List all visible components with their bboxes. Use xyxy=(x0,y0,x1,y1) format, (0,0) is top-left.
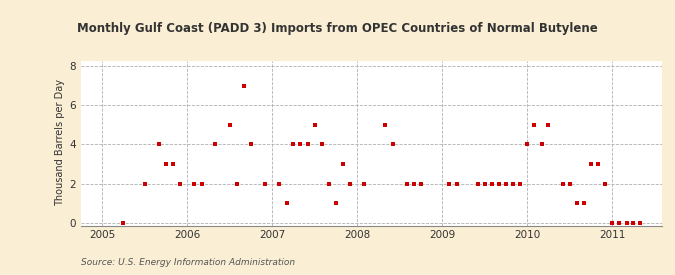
Point xyxy=(452,181,462,186)
Point xyxy=(196,181,207,186)
Point xyxy=(494,181,505,186)
Point xyxy=(571,201,582,205)
Point xyxy=(564,181,575,186)
Point xyxy=(578,201,589,205)
Y-axis label: Thousand Barrels per Day: Thousand Barrels per Day xyxy=(55,79,65,207)
Point xyxy=(621,220,632,225)
Point xyxy=(231,181,242,186)
Point xyxy=(501,181,512,186)
Point xyxy=(188,181,199,186)
Point xyxy=(543,123,554,127)
Point xyxy=(338,162,348,166)
Point xyxy=(210,142,221,147)
Point xyxy=(508,181,518,186)
Point xyxy=(281,201,292,205)
Point xyxy=(387,142,398,147)
Point xyxy=(635,220,646,225)
Point xyxy=(515,181,526,186)
Point xyxy=(380,123,391,127)
Point xyxy=(486,181,497,186)
Point xyxy=(246,142,256,147)
Point xyxy=(558,181,568,186)
Point xyxy=(522,142,533,147)
Point xyxy=(401,181,412,186)
Point xyxy=(628,220,639,225)
Point xyxy=(358,181,369,186)
Point xyxy=(154,142,165,147)
Point xyxy=(273,181,284,186)
Point xyxy=(614,220,624,225)
Point xyxy=(167,162,178,166)
Point xyxy=(302,142,313,147)
Point xyxy=(175,181,186,186)
Point xyxy=(224,123,235,127)
Point xyxy=(239,84,250,88)
Point xyxy=(139,181,150,186)
Point xyxy=(607,220,618,225)
Point xyxy=(316,142,327,147)
Point xyxy=(309,123,320,127)
Point xyxy=(118,220,129,225)
Point xyxy=(479,181,490,186)
Point xyxy=(288,142,299,147)
Text: Monthly Gulf Coast (PADD 3) Imports from OPEC Countries of Normal Butylene: Monthly Gulf Coast (PADD 3) Imports from… xyxy=(77,22,598,35)
Point xyxy=(409,181,420,186)
Point xyxy=(472,181,483,186)
Point xyxy=(600,181,611,186)
Point xyxy=(416,181,427,186)
Text: Source: U.S. Energy Information Administration: Source: U.S. Energy Information Administ… xyxy=(81,258,295,267)
Point xyxy=(324,181,335,186)
Point xyxy=(593,162,603,166)
Point xyxy=(536,142,547,147)
Point xyxy=(331,201,342,205)
Point xyxy=(345,181,356,186)
Point xyxy=(585,162,596,166)
Point xyxy=(529,123,539,127)
Point xyxy=(443,181,454,186)
Point xyxy=(295,142,306,147)
Point xyxy=(161,162,171,166)
Point xyxy=(260,181,271,186)
